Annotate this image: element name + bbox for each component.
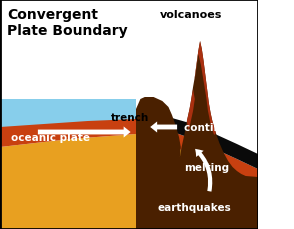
Polygon shape	[0, 100, 136, 128]
Polygon shape	[187, 90, 195, 131]
Polygon shape	[0, 134, 258, 229]
Text: earthquakes: earthquakes	[158, 202, 232, 212]
Polygon shape	[0, 120, 258, 184]
Text: continental plate: continental plate	[184, 123, 285, 132]
Text: oceanic plate: oceanic plate	[11, 132, 90, 142]
Polygon shape	[136, 109, 258, 169]
Text: melting: melting	[184, 162, 229, 172]
Polygon shape	[195, 42, 216, 135]
Polygon shape	[136, 42, 258, 229]
Text: volcanoes: volcanoes	[160, 10, 223, 20]
Text: trench: trench	[111, 112, 149, 123]
Text: Convergent
Plate Boundary: Convergent Plate Boundary	[7, 8, 128, 38]
